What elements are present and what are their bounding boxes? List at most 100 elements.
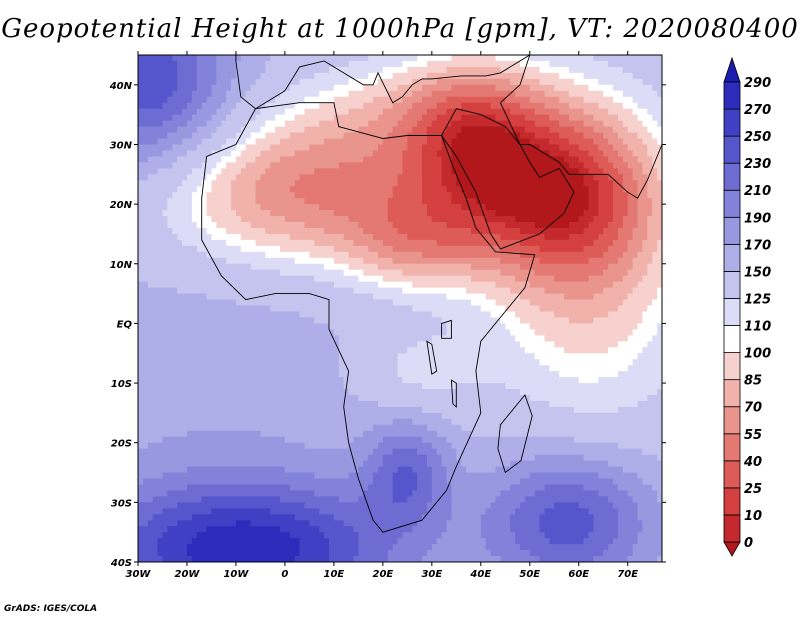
contour-cell <box>172 55 198 62</box>
contour-cell <box>260 204 320 211</box>
contour-cell <box>451 156 565 163</box>
contour-cell <box>588 168 604 175</box>
contour-cell <box>255 180 296 187</box>
contour-cell <box>333 84 364 92</box>
contour-cell <box>363 269 404 277</box>
contour-cell <box>138 442 149 450</box>
contour-cell <box>407 347 526 354</box>
contour-cell <box>363 460 384 468</box>
contour-cell <box>647 394 662 402</box>
contour-cell <box>519 227 585 235</box>
contour-cell <box>627 365 662 372</box>
contour-cell <box>627 490 658 497</box>
contour-cell <box>583 132 604 140</box>
contour-cell <box>240 150 262 157</box>
coastline-madagascar <box>497 394 533 474</box>
contour-cell <box>138 126 178 134</box>
contour-cell <box>608 138 624 146</box>
y-tick-label: 30S <box>111 498 132 509</box>
contour-cell <box>431 442 453 450</box>
contour-cell <box>373 233 408 241</box>
contour-cell <box>559 371 619 378</box>
contour-cell <box>377 400 550 408</box>
contour-cell <box>627 269 648 277</box>
contour-cell <box>152 514 193 521</box>
contour-cell <box>446 96 506 104</box>
contour-cell <box>182 239 227 247</box>
contour-cell <box>289 186 394 193</box>
contour-cell <box>578 377 599 384</box>
contour-cell <box>138 162 173 169</box>
contour-cell <box>500 245 541 253</box>
contour-cell <box>265 120 286 128</box>
contour-cell <box>613 502 639 509</box>
contour-cell <box>422 251 521 259</box>
contour-cell <box>510 514 541 521</box>
contour-cell <box>598 377 662 384</box>
colorbar-low-arrow <box>723 541 741 557</box>
colorbar-label: 150 <box>744 265 771 280</box>
contour-cell <box>138 389 350 396</box>
contour-cell <box>373 424 428 432</box>
contour-cell <box>314 239 355 247</box>
contour-cell <box>338 353 399 360</box>
contour-cell <box>196 66 217 74</box>
colorbar-label: 210 <box>744 184 771 199</box>
contour-cell <box>529 550 604 557</box>
contour-cell <box>211 90 227 98</box>
contour-cell <box>417 448 438 456</box>
contour-cell <box>495 55 531 62</box>
contour-cell <box>451 496 497 503</box>
contour-cell <box>138 138 159 146</box>
contour-cell <box>632 287 658 295</box>
contour-cell <box>138 239 183 247</box>
contour-cell <box>338 371 399 378</box>
y-tick-label: 40S <box>110 558 132 569</box>
contour-cell <box>138 84 178 92</box>
colorbar-segment <box>723 325 741 353</box>
contour-cell <box>657 287 662 295</box>
contour-cell <box>382 275 472 283</box>
contour-cell <box>211 132 237 140</box>
contour-cell <box>657 329 662 336</box>
contour-cell <box>480 305 506 313</box>
contour-cell <box>377 263 472 271</box>
contour-cell <box>402 377 580 384</box>
contour-cell <box>622 180 639 187</box>
contour-cell <box>397 180 423 187</box>
contour-cell <box>637 156 653 163</box>
contour-cell <box>373 448 394 456</box>
contour-cell <box>138 472 164 480</box>
contour-cell <box>328 550 359 557</box>
contour-cell <box>201 496 281 503</box>
contour-cell <box>138 168 159 175</box>
contour-cell <box>368 72 394 80</box>
colorbar-segment <box>723 514 741 543</box>
contour-cell <box>363 430 438 438</box>
contour-cell <box>431 496 453 503</box>
contour-cell <box>534 222 570 229</box>
contour-cell <box>637 353 662 360</box>
contour-cell <box>387 132 408 140</box>
contour-cell <box>637 210 653 217</box>
contour-cell <box>647 180 662 187</box>
contour-cell <box>206 96 227 104</box>
contour-cell <box>652 114 662 122</box>
contour-cell <box>632 72 662 80</box>
contour-cell <box>231 150 242 157</box>
contour-cell <box>583 162 599 169</box>
contour-cell <box>495 496 526 503</box>
contour-cell <box>461 114 497 122</box>
contour-cell <box>593 174 609 181</box>
contour-cell <box>328 323 448 330</box>
contour-cell <box>588 204 599 211</box>
contour-cell <box>642 478 662 486</box>
contour-cell <box>387 210 428 217</box>
y-tick-label: 40N <box>109 81 133 92</box>
colorbar-segment <box>723 433 741 462</box>
colorbar: 0 10 25 40 55 70 85 100 110 125 150 170 190 210 230 250… <box>723 56 771 557</box>
contour-cell <box>373 150 404 157</box>
contour-cell <box>422 96 448 104</box>
contour-cell <box>138 430 188 438</box>
contour-cell <box>554 275 590 283</box>
